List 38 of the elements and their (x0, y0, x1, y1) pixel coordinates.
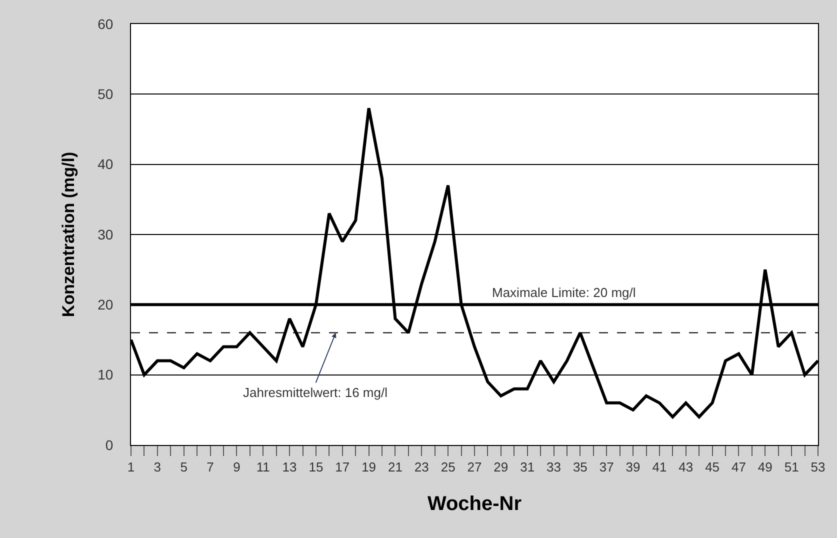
x-tick-label: 35 (572, 460, 588, 475)
x-tick-label: 3 (154, 460, 162, 475)
x-tick-label: 27 (467, 460, 482, 475)
y-tick-label: 40 (98, 156, 114, 172)
x-tick-label: 31 (520, 460, 535, 475)
y-tick-label: 50 (98, 86, 114, 102)
x-tick-label: 51 (784, 460, 799, 475)
x-tick-label: 5 (180, 460, 188, 475)
y-tick-label: 30 (98, 226, 114, 242)
x-axis-title: Woche-Nr (427, 493, 522, 516)
x-tick-label: 9 (233, 460, 240, 475)
x-tick-label: 23 (414, 460, 429, 475)
x-tick-label: 37 (599, 460, 614, 475)
x-tick-label: 11 (256, 460, 270, 475)
ref-line-label: Maximale Limite: 20 mg/l (492, 285, 636, 300)
x-tick-label: 19 (362, 460, 376, 475)
y-tick-label: 20 (98, 296, 114, 313)
x-tick-label: 47 (731, 460, 746, 475)
y-axis-title: Konzentration (mg/l) (59, 152, 78, 318)
x-tick-label: 43 (678, 460, 694, 475)
x-tick-label: 39 (626, 460, 640, 475)
x-tick-label: 25 (440, 460, 456, 475)
x-tick-label: 1 (127, 460, 135, 475)
x-tick-label: 45 (705, 460, 720, 475)
y-tick-label: 0 (105, 436, 114, 453)
annotation: Jahresmittelwert: 16 mg/l (243, 385, 388, 400)
x-tick-label: 7 (206, 460, 214, 475)
x-tick-label: 29 (494, 460, 508, 475)
x-tick-label: 13 (282, 460, 297, 475)
x-tick-label: 33 (546, 460, 562, 475)
y-tick-label: 10 (98, 366, 114, 383)
x-tick-label: 17 (335, 460, 350, 475)
x-tick-label: 41 (652, 460, 667, 475)
y-tick-label: 60 (98, 16, 114, 32)
x-tick-label: 15 (308, 460, 324, 475)
x-tick-label: 53 (810, 460, 826, 475)
x-tick-label: 49 (758, 460, 772, 475)
x-tick-label: 21 (388, 460, 402, 475)
